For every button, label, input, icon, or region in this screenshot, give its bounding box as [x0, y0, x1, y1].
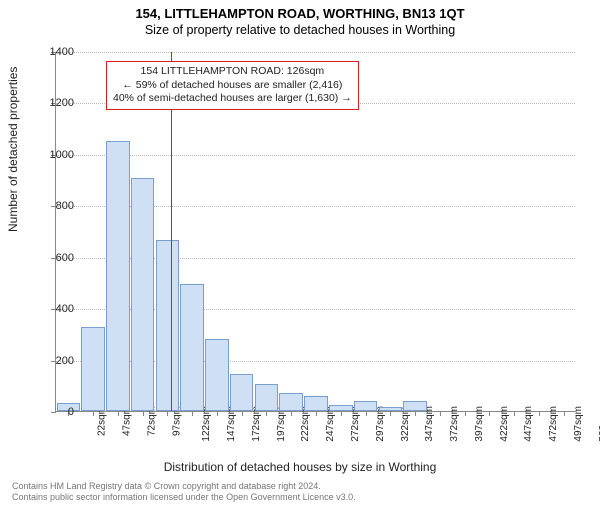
ytick-label: 0 [34, 406, 74, 418]
ytick-label: 400 [34, 303, 74, 315]
page-subtitle: Size of property relative to detached ho… [0, 23, 600, 37]
gridline-h [56, 52, 575, 53]
xtick-mark [143, 411, 144, 416]
xtick-label: 222sqm [301, 406, 312, 442]
xtick-label: 422sqm [499, 406, 510, 442]
histogram-bar [279, 393, 303, 411]
xtick-mark [93, 411, 94, 416]
xtick-label: 347sqm [424, 406, 435, 442]
xtick-label: 297sqm [375, 406, 386, 442]
gridline-h [56, 155, 575, 156]
histogram-bar [354, 401, 378, 411]
plot-area: 22sqm47sqm72sqm97sqm122sqm147sqm172sqm19… [55, 52, 575, 412]
histogram-bar [205, 339, 229, 411]
xtick-label: 322sqm [400, 406, 411, 442]
xtick-mark [217, 411, 218, 416]
ytick-label: 200 [34, 355, 74, 367]
xtick-mark [489, 411, 490, 416]
y-axis-label: Number of detached properties [6, 67, 20, 232]
xtick-label: 397sqm [474, 406, 485, 442]
histogram-bar [106, 141, 130, 411]
x-axis-label: Distribution of detached houses by size … [0, 460, 600, 474]
histogram-bar [255, 384, 279, 411]
xtick-mark [192, 411, 193, 416]
histogram-bar [81, 327, 105, 411]
xtick-mark [242, 411, 243, 416]
xtick-mark [366, 411, 367, 416]
annotation-box: 154 LITTLEHAMPTON ROAD: 126sqm← 59% of d… [106, 61, 359, 110]
xtick-label: 272sqm [350, 406, 361, 442]
xtick-label: 447sqm [523, 406, 534, 442]
xtick-mark [266, 411, 267, 416]
footer-line2: Contains public sector information licen… [12, 492, 356, 503]
xtick-label: 247sqm [325, 406, 336, 442]
xtick-mark [390, 411, 391, 416]
histogram-bar [156, 240, 180, 411]
ytick-label: 800 [34, 200, 74, 212]
xtick-mark [415, 411, 416, 416]
xtick-mark [539, 411, 540, 416]
xtick-label: 372sqm [449, 406, 460, 442]
xtick-mark [514, 411, 515, 416]
page-title: 154, LITTLEHAMPTON ROAD, WORTHING, BN13 … [0, 6, 600, 21]
ytick-label: 600 [34, 252, 74, 264]
histogram-bar [304, 396, 328, 411]
histogram-bar [230, 374, 254, 411]
xtick-label: 122sqm [202, 406, 213, 442]
annotation-line: 40% of semi-detached houses are larger (… [113, 92, 352, 106]
xtick-label: 497sqm [573, 406, 584, 442]
ytick-label: 1400 [34, 46, 74, 58]
xtick-label: 197sqm [276, 406, 287, 442]
footer-line1: Contains HM Land Registry data © Crown c… [12, 481, 356, 492]
histogram-bar [180, 284, 204, 411]
xtick-label: 147sqm [226, 406, 237, 442]
annotation-line: ← 59% of detached houses are smaller (2,… [113, 79, 352, 93]
xtick-mark [316, 411, 317, 416]
xtick-mark [291, 411, 292, 416]
xtick-mark [341, 411, 342, 416]
xtick-mark [465, 411, 466, 416]
ytick-label: 1000 [34, 149, 74, 161]
histogram-bar [403, 401, 427, 411]
xtick-label: 472sqm [548, 406, 559, 442]
histogram-chart: 22sqm47sqm72sqm97sqm122sqm147sqm172sqm19… [55, 52, 575, 412]
annotation-line: 154 LITTLEHAMPTON ROAD: 126sqm [113, 65, 352, 79]
xtick-mark [118, 411, 119, 416]
ytick-label: 1200 [34, 97, 74, 109]
xtick-label: 172sqm [251, 406, 262, 442]
xtick-mark [564, 411, 565, 416]
xtick-mark [440, 411, 441, 416]
xtick-mark [167, 411, 168, 416]
histogram-bar [131, 178, 155, 411]
